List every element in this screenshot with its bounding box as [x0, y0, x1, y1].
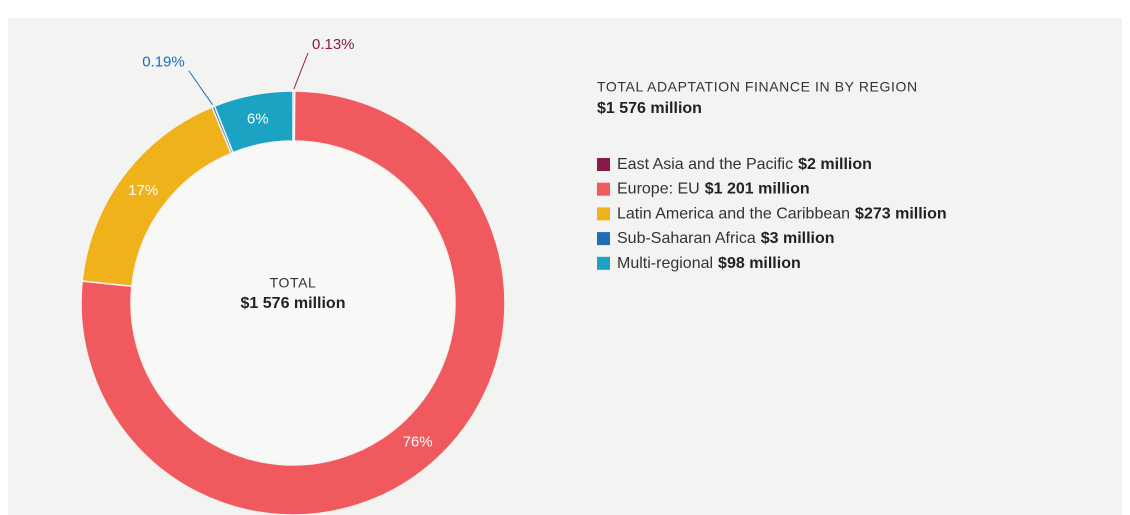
leader-line: [188, 70, 213, 105]
donut-slice: [213, 90, 294, 154]
slice-label: 17%: [128, 182, 158, 199]
legend-swatch: [597, 182, 610, 196]
slice-label: 0.19%: [142, 54, 185, 71]
legend-name: Multi-regional: [617, 255, 713, 272]
legend-swatch: [597, 207, 610, 221]
donut-hole: [132, 142, 454, 464]
center-title: TOTAL: [270, 275, 317, 291]
leader-line: [293, 52, 309, 90]
legend-amount: $273 million: [855, 206, 947, 223]
legend-swatch: [597, 232, 610, 246]
legend-label: Sub-Saharan Africa $3 million: [617, 230, 835, 247]
donut-slice: [80, 90, 506, 515]
legend-amount: $1 201 million: [705, 181, 810, 198]
legend-amount: $3 million: [761, 230, 835, 247]
legend-swatch: [597, 256, 610, 270]
legend-amount: $2 million: [798, 156, 872, 173]
slice-label: 6%: [247, 110, 269, 127]
legend-swatch: [597, 158, 610, 171]
legend-label: East Asia and the Pacific $2 million: [617, 156, 872, 173]
center-total: $1 576 million: [241, 295, 346, 312]
legend-title: TOTAL ADAPTATION FINANCE IN BY REGION: [597, 79, 918, 95]
slice-label: 0.13%: [312, 36, 355, 53]
legend-name: Latin America and the Caribbean: [617, 206, 850, 223]
legend-label: Latin America and the Caribbean $273 mill…: [617, 206, 947, 223]
legend-name: Sub-Saharan Africa: [617, 230, 756, 247]
legend-amount: $98 million: [718, 255, 801, 272]
slice-label: 76%: [403, 433, 433, 450]
legend-label: Europe: EU $1 201 million: [617, 181, 810, 198]
legend-name: East Asia and the Pacific: [617, 156, 793, 173]
legend-label: Multi-regional $98 million: [617, 255, 801, 272]
legend-total: $1 576 million: [597, 100, 702, 117]
legend-name: Europe: EU: [617, 181, 700, 198]
